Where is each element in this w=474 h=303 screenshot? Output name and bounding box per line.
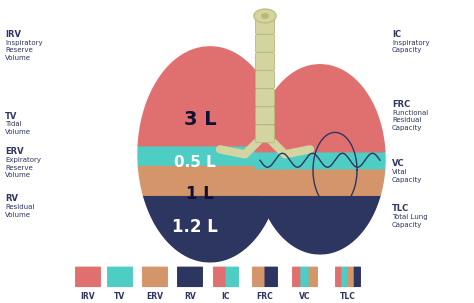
FancyBboxPatch shape bbox=[213, 266, 227, 287]
FancyBboxPatch shape bbox=[252, 266, 265, 287]
FancyBboxPatch shape bbox=[255, 52, 274, 70]
Text: IC: IC bbox=[222, 292, 230, 301]
FancyBboxPatch shape bbox=[255, 71, 274, 88]
FancyBboxPatch shape bbox=[177, 266, 203, 287]
Text: TLC: TLC bbox=[392, 204, 409, 213]
FancyBboxPatch shape bbox=[301, 266, 310, 287]
FancyBboxPatch shape bbox=[341, 266, 348, 287]
FancyBboxPatch shape bbox=[255, 89, 274, 106]
FancyBboxPatch shape bbox=[292, 266, 301, 287]
Text: TLC: TLC bbox=[340, 292, 356, 301]
Text: Residual
Volume: Residual Volume bbox=[5, 204, 35, 218]
Text: Vital
Capacity: Vital Capacity bbox=[392, 169, 422, 183]
Text: 0.5 L: 0.5 L bbox=[174, 155, 216, 170]
Ellipse shape bbox=[261, 13, 269, 19]
Text: IC: IC bbox=[392, 30, 401, 39]
Text: 3 L: 3 L bbox=[184, 110, 216, 129]
Ellipse shape bbox=[254, 9, 276, 23]
Polygon shape bbox=[138, 146, 282, 165]
Text: VC: VC bbox=[299, 292, 311, 301]
FancyBboxPatch shape bbox=[354, 266, 361, 287]
Text: Inspiratory
Capacity: Inspiratory Capacity bbox=[392, 40, 429, 53]
Text: ERV: ERV bbox=[5, 147, 24, 156]
Text: Total Lung
Capacity: Total Lung Capacity bbox=[392, 214, 428, 228]
FancyBboxPatch shape bbox=[309, 266, 318, 287]
Text: Expiratory
Reserve
Volume: Expiratory Reserve Volume bbox=[5, 157, 41, 178]
Polygon shape bbox=[255, 152, 385, 169]
FancyBboxPatch shape bbox=[335, 266, 342, 287]
Polygon shape bbox=[255, 169, 385, 195]
Text: Inspiratory
Reserve
Volume: Inspiratory Reserve Volume bbox=[5, 40, 43, 61]
Text: RV: RV bbox=[184, 292, 196, 301]
FancyBboxPatch shape bbox=[255, 35, 274, 52]
FancyBboxPatch shape bbox=[255, 16, 274, 34]
Polygon shape bbox=[138, 47, 282, 146]
FancyBboxPatch shape bbox=[142, 266, 168, 287]
FancyBboxPatch shape bbox=[255, 107, 274, 125]
Text: IRV: IRV bbox=[81, 292, 95, 301]
Polygon shape bbox=[144, 195, 277, 262]
Text: ERV: ERV bbox=[146, 292, 164, 301]
Text: RV: RV bbox=[5, 194, 18, 203]
Text: TV: TV bbox=[5, 112, 18, 121]
Text: 1.2 L: 1.2 L bbox=[172, 218, 218, 236]
Text: Functional
Residual
Capacity: Functional Residual Capacity bbox=[392, 109, 428, 131]
Text: VC: VC bbox=[392, 159, 405, 168]
Text: IRV: IRV bbox=[5, 30, 21, 39]
FancyBboxPatch shape bbox=[107, 266, 133, 287]
Polygon shape bbox=[138, 165, 282, 195]
Text: FRC: FRC bbox=[256, 292, 273, 301]
Text: Tidal
Volume: Tidal Volume bbox=[5, 122, 31, 135]
FancyBboxPatch shape bbox=[347, 266, 355, 287]
Text: FRC: FRC bbox=[392, 100, 410, 108]
FancyBboxPatch shape bbox=[226, 266, 239, 287]
FancyBboxPatch shape bbox=[264, 266, 278, 287]
Polygon shape bbox=[260, 195, 380, 254]
Text: TV: TV bbox=[114, 292, 126, 301]
Text: 1 L: 1 L bbox=[186, 185, 214, 203]
FancyBboxPatch shape bbox=[75, 266, 101, 287]
FancyBboxPatch shape bbox=[255, 125, 274, 143]
Polygon shape bbox=[255, 65, 385, 152]
